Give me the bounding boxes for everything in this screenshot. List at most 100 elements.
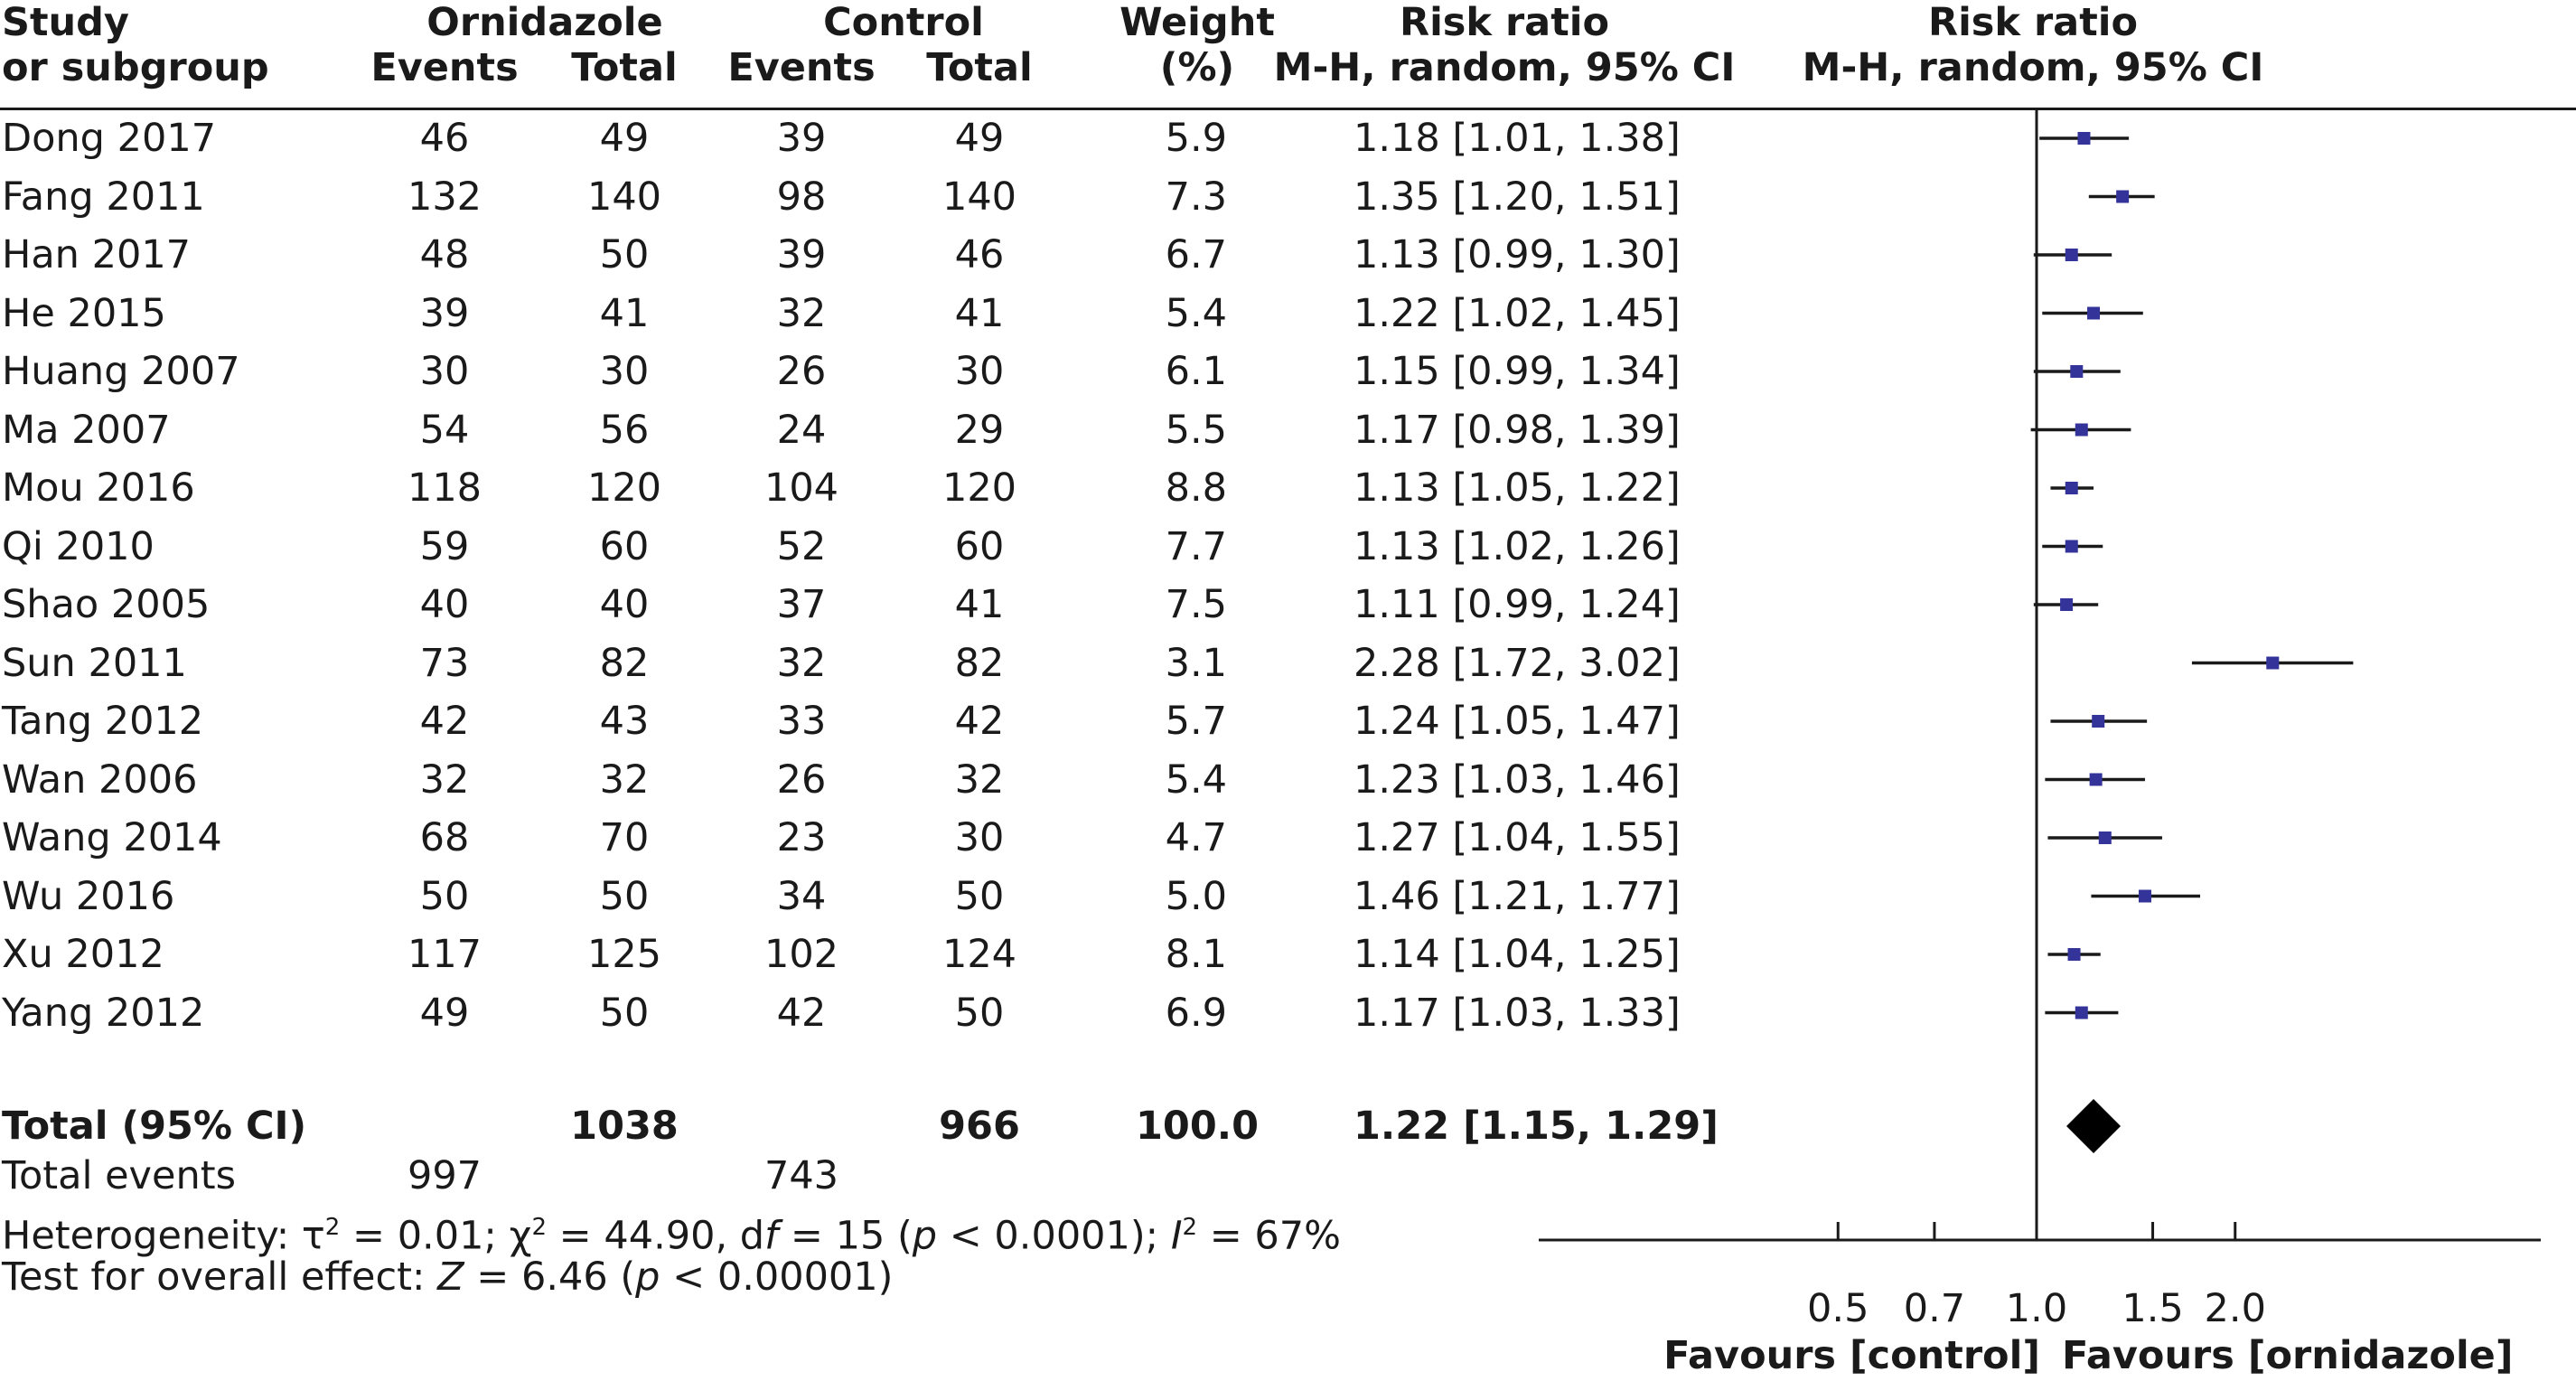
total-control: 49 — [954, 116, 1005, 161]
total-ornidazole: 30 — [599, 349, 650, 394]
total-control: 124 — [941, 932, 1017, 977]
point-estimate — [2116, 190, 2130, 203]
total-control: 30 — [954, 349, 1005, 394]
total-ornidazole: 40 — [599, 582, 650, 627]
total-control: 30 — [954, 815, 1005, 860]
total-ornidazole: 50 — [599, 990, 650, 1036]
study-ci: 1.14 [1.04, 1.25] — [1354, 932, 1681, 977]
study-name: Ma 2007 — [2, 407, 171, 453]
total-n-control: 966 — [939, 1104, 1020, 1149]
events-ornidazole: 46 — [419, 116, 470, 161]
study-ci: 2.28 [1.72, 3.02] — [1354, 640, 1681, 686]
events-ornidazole: 59 — [419, 523, 470, 569]
total-events-control: 743 — [763, 1153, 839, 1198]
x-tick-label: 0.7 — [1903, 1286, 1966, 1331]
events-ornidazole: 32 — [419, 756, 470, 803]
events-control: 26 — [776, 756, 827, 803]
header-total-2: Total — [926, 45, 1033, 90]
total-n-ornidazole: 1038 — [570, 1104, 679, 1149]
events-control: 34 — [776, 873, 827, 919]
study-ci: 1.13 [0.99, 1.30] — [1354, 232, 1681, 277]
point-estimate — [2075, 423, 2088, 437]
events-control: 32 — [776, 640, 827, 686]
total-control: 120 — [941, 465, 1017, 511]
study-weight: 8.8 — [1165, 465, 1227, 511]
events-ornidazole: 30 — [419, 349, 470, 394]
events-control: 26 — [776, 349, 827, 394]
total-ornidazole: 120 — [586, 465, 662, 511]
events-control: 23 — [776, 815, 827, 860]
events-ornidazole: 117 — [407, 932, 482, 977]
study-name: Fang 2011 — [2, 174, 205, 220]
events-control: 98 — [776, 174, 827, 220]
events-ornidazole: 49 — [419, 990, 470, 1036]
study-name: Huang 2007 — [2, 349, 240, 394]
study-name: He 2015 — [2, 290, 166, 336]
study-weight: 5.0 — [1165, 873, 1227, 919]
study-weight: 7.3 — [1165, 174, 1227, 220]
study-weight: 5.9 — [1165, 116, 1227, 161]
point-estimate — [2092, 715, 2105, 728]
study-name: Wang 2014 — [2, 815, 222, 860]
total-ci: 1.22 [1.15, 1.29] — [1354, 1104, 1719, 1149]
favours-control-label: Favours [control] — [1663, 1333, 2040, 1378]
study-weight: 7.5 — [1165, 582, 1227, 627]
total-label: Total (95% CI) — [2, 1104, 307, 1149]
study-name: Mou 2016 — [2, 465, 195, 511]
study-ci: 1.23 [1.03, 1.46] — [1354, 756, 1681, 803]
study-weight: 6.9 — [1165, 990, 1227, 1036]
header-risk-ratio-plot: Risk ratio — [1927, 0, 2139, 45]
x-tick-label: 0.5 — [1807, 1286, 1869, 1331]
study-ci: 1.13 [1.02, 1.26] — [1354, 523, 1681, 569]
point-estimate — [2070, 365, 2084, 378]
study-ci: 1.22 [1.02, 1.45] — [1354, 290, 1681, 336]
total-control: 140 — [941, 174, 1017, 220]
events-control: 104 — [763, 465, 839, 511]
study-weight: 5.5 — [1165, 407, 1227, 453]
total-ornidazole: 41 — [599, 290, 650, 336]
study-name: Yang 2012 — [2, 990, 205, 1036]
study-ci: 1.18 [1.01, 1.38] — [1354, 116, 1681, 161]
study-name: Shao 2005 — [2, 582, 211, 627]
point-estimate — [2067, 948, 2081, 961]
study-name: Han 2017 — [2, 232, 192, 277]
total-control: 42 — [954, 699, 1005, 744]
x-tick-label: 1.0 — [2005, 1286, 2068, 1331]
header-study: Study — [2, 0, 129, 45]
events-ornidazole: 48 — [419, 232, 470, 277]
events-control: 39 — [776, 116, 827, 161]
events-control: 39 — [776, 232, 827, 277]
total-ornidazole: 56 — [599, 407, 650, 453]
study-weight: 8.1 — [1165, 932, 1227, 977]
total-ornidazole: 43 — [599, 699, 650, 744]
point-estimate — [2089, 773, 2103, 786]
events-control: 33 — [776, 699, 827, 744]
events-ornidazole: 42 — [419, 699, 470, 744]
study-ci: 1.17 [0.98, 1.39] — [1354, 407, 1681, 453]
header-weight: Weight — [1119, 0, 1275, 45]
study-name: Dong 2017 — [2, 116, 217, 161]
total-ornidazole: 32 — [599, 756, 650, 803]
overall-effect-test: Test for overall effect: Z = 6.46 (p < 0… — [2, 1254, 894, 1300]
events-ornidazole: 40 — [419, 582, 470, 627]
events-ornidazole: 54 — [419, 407, 470, 453]
study-weight: 3.1 — [1165, 640, 1227, 686]
study-weight: 6.7 — [1165, 232, 1227, 277]
study-ci: 1.13 [1.05, 1.22] — [1354, 465, 1681, 511]
total-control: 41 — [954, 290, 1005, 336]
total-events-ornidazole: 997 — [407, 1153, 482, 1198]
header-weight-unit: (%) — [1159, 45, 1235, 90]
events-control: 42 — [776, 990, 827, 1036]
study-ci: 1.11 [0.99, 1.24] — [1354, 582, 1681, 627]
favours-ornidazole-label: Favours [ornidazole] — [2062, 1333, 2514, 1378]
header-divider — [0, 108, 2576, 110]
total-ornidazole: 50 — [599, 873, 650, 919]
header-control: Control — [823, 0, 984, 45]
x-tick-label: 1.5 — [2122, 1286, 2184, 1331]
study-name: Qi 2010 — [2, 523, 155, 569]
total-weight: 100.0 — [1135, 1104, 1260, 1149]
total-control: 29 — [954, 407, 1005, 453]
header-method-plot: M-H, random, 95% CI — [1802, 45, 2264, 90]
